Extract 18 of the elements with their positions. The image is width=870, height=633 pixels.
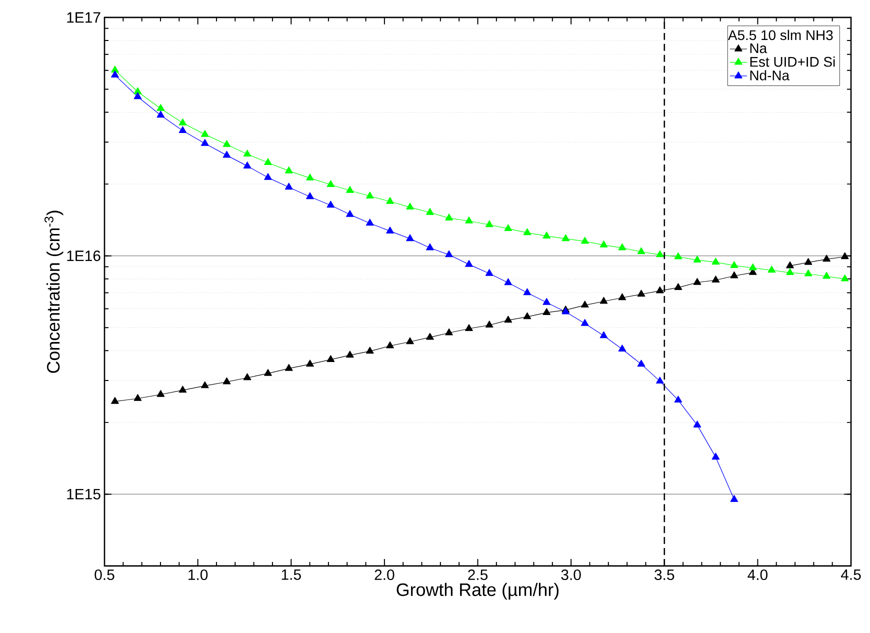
x-tick-label: 2.5: [468, 569, 488, 580]
y-tick-label: 1E15: [67, 488, 100, 500]
x-tick-label: 4.0: [748, 569, 768, 580]
legend-label: Na: [750, 43, 768, 54]
x-tick-label: 1.0: [188, 569, 208, 580]
y-tick-label: 1E17: [67, 12, 100, 23]
x-tick-label: 2.0: [374, 569, 394, 580]
legend-label: Nd-Na: [750, 70, 790, 80]
x-axis-title: Growth Rate (µm/hr): [396, 582, 559, 600]
x-tick-label: 3.0: [561, 569, 581, 580]
x-tick-label: 0.5: [94, 569, 114, 580]
legend-label: Est UID+ID Si: [750, 56, 835, 67]
y-axis-title: Concentration (cm$^{-3}$): [44, 210, 64, 373]
x-tick-label: 1.5: [282, 569, 301, 580]
x-tick-label: 3.5: [654, 569, 674, 580]
x-tick-label: 4.5: [840, 569, 861, 580]
y-tick-label: 1E16: [67, 250, 100, 262]
legend-title: A5.5 10 slm NH3: [728, 30, 833, 40]
